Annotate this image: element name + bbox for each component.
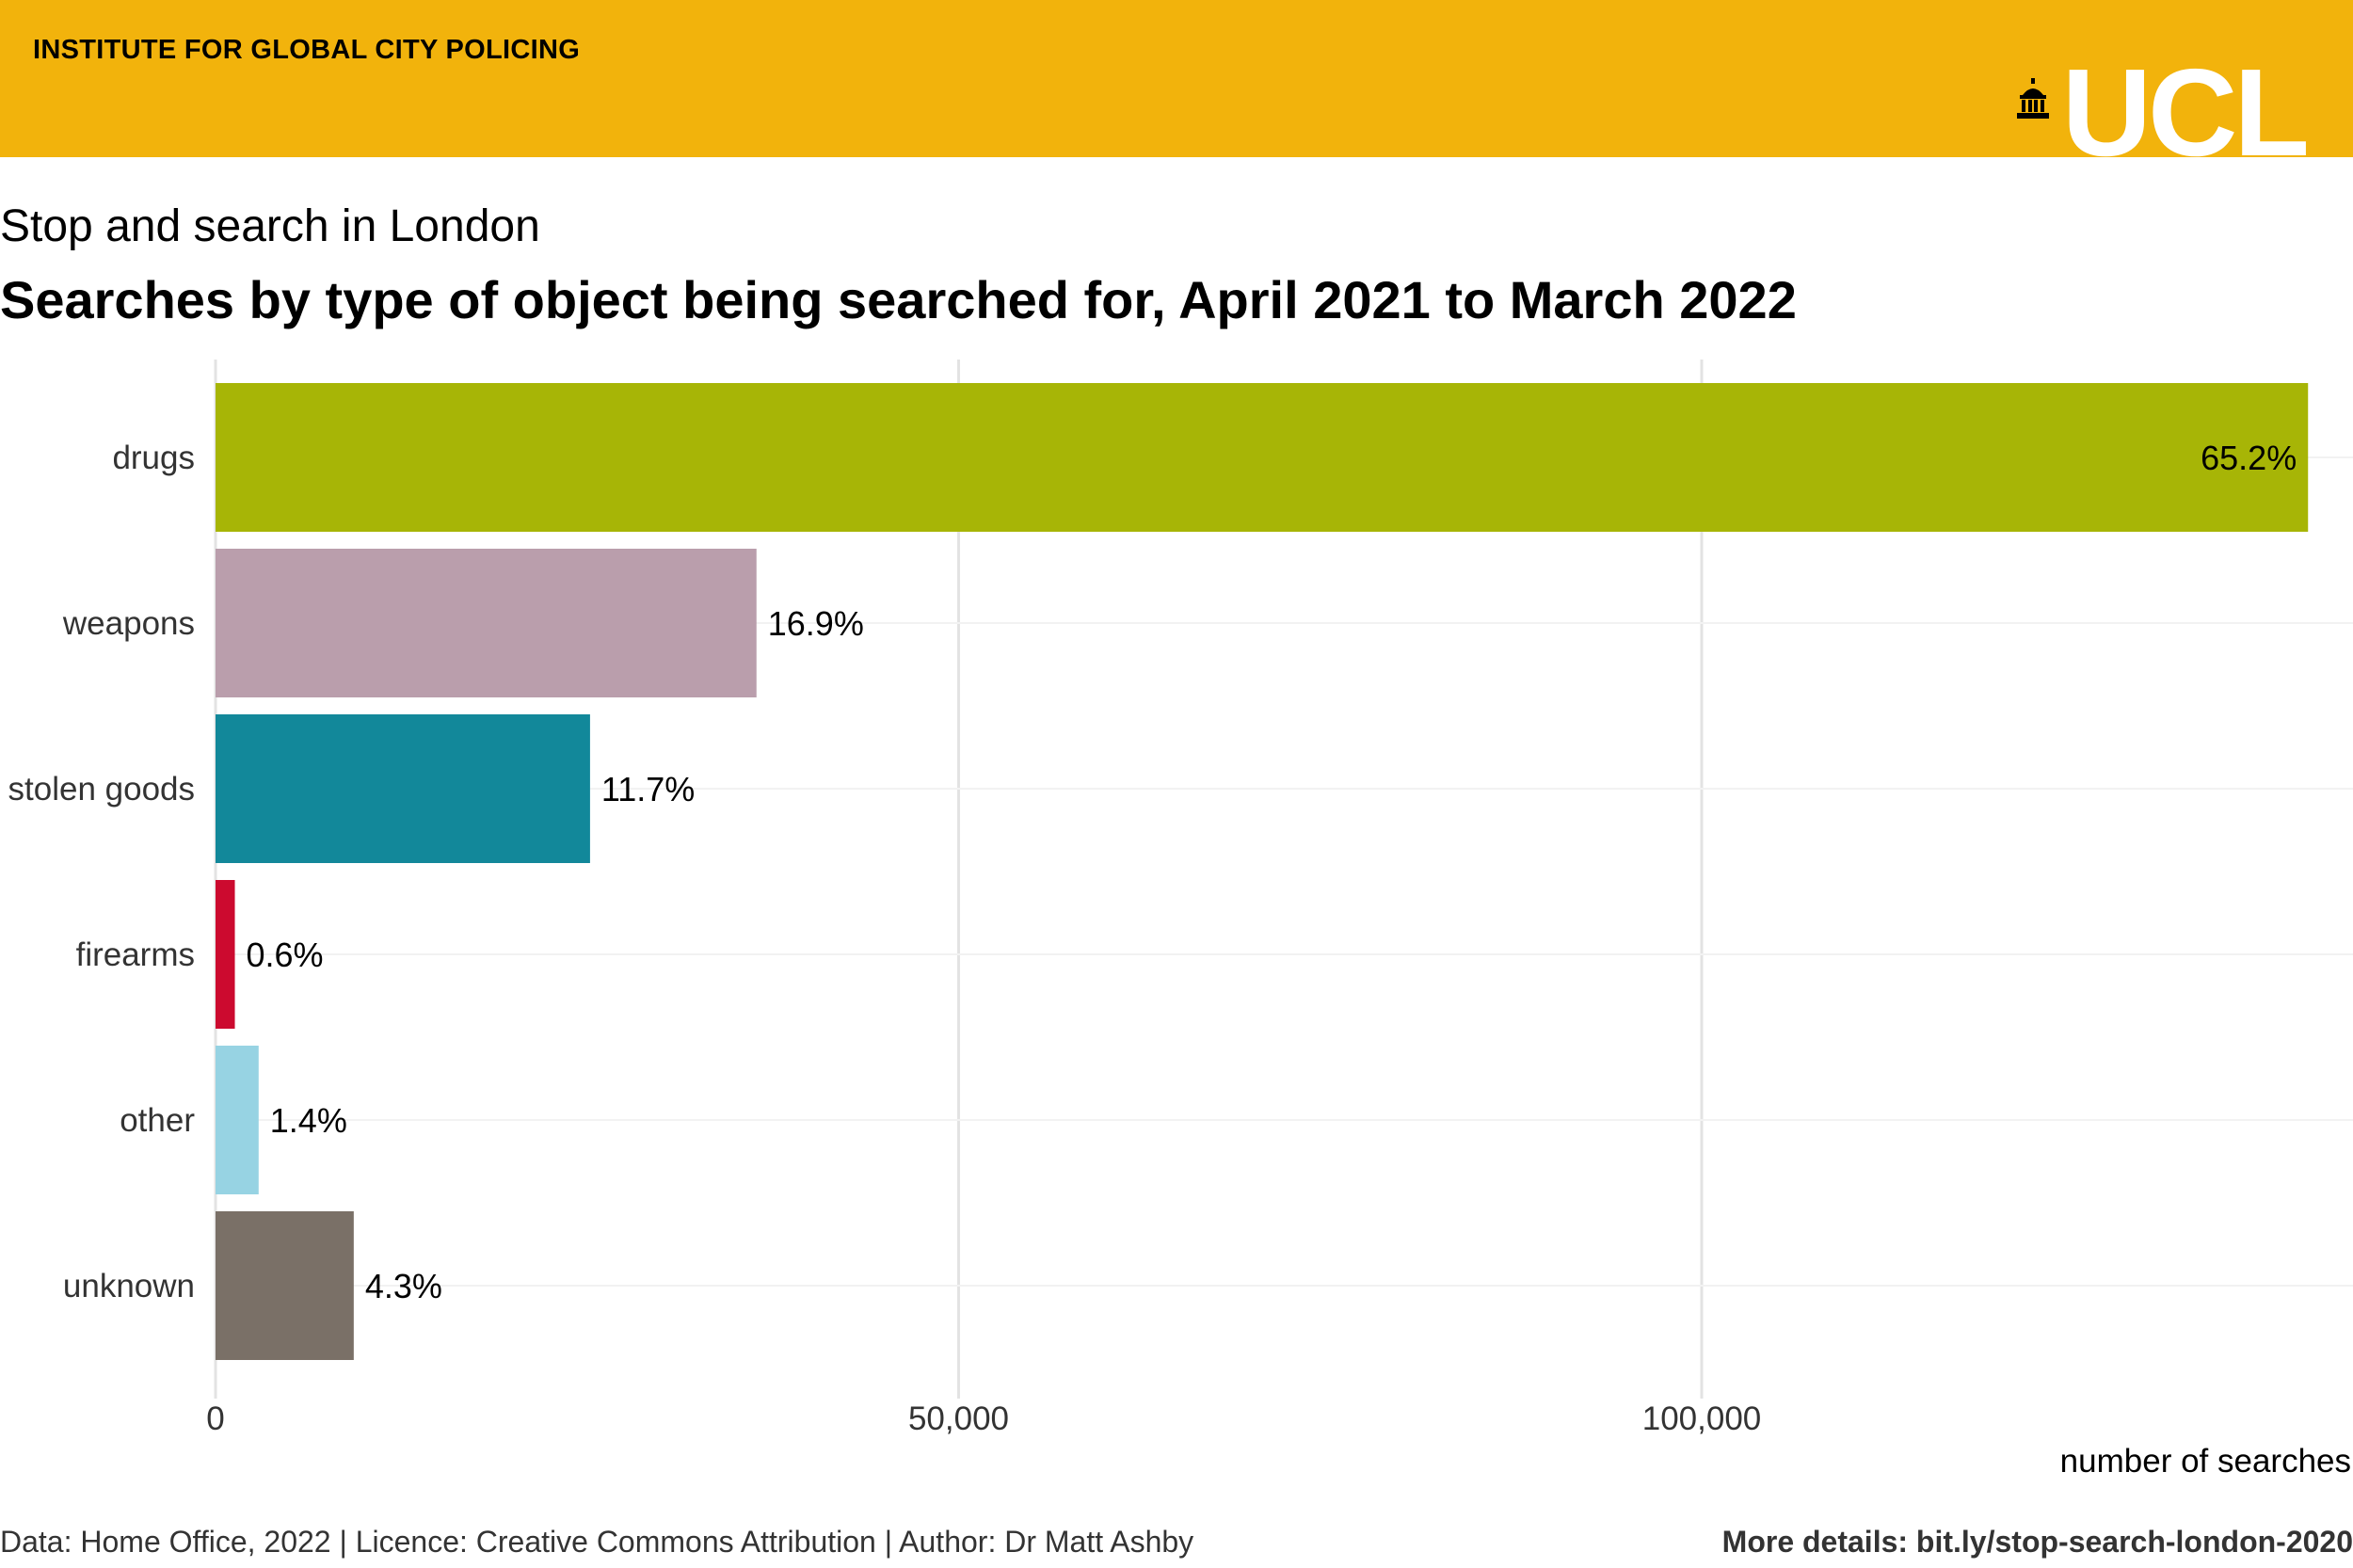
value-label-firearms: 0.6% (247, 936, 324, 974)
chart-subtitle: Stop and search in London (0, 201, 540, 251)
value-label-drugs: 65.2% (2201, 439, 2297, 477)
bar-other (216, 1046, 259, 1194)
bar-weapons (216, 549, 757, 697)
organisation-name: INSTITUTE FOR GLOBAL CITY POLICING (33, 35, 581, 65)
ucl-portico-dome-icon (2016, 78, 2049, 119)
bar-unknown (216, 1211, 354, 1360)
bar-firearms (216, 880, 235, 1029)
header-banner: INSTITUTE FOR GLOBAL CITY POLICING UCL (0, 0, 2353, 157)
value-label-stolen-goods: 11.7% (601, 770, 695, 808)
category-label-stolen-goods: stolen goods (8, 771, 195, 808)
value-label-unknown: 4.3% (365, 1267, 442, 1305)
x-tick-label-0: 0 (206, 1400, 224, 1437)
chart-title: Searches by type of object being searche… (0, 270, 1797, 329)
value-label-other: 1.4% (270, 1101, 347, 1140)
category-label-weapons: weapons (62, 605, 195, 642)
ucl-logo: UCL (2015, 68, 2306, 157)
category-label-unknown: unknown (63, 1268, 195, 1304)
category-label-other: other (120, 1102, 195, 1139)
ucl-logo-text: UCL (2061, 68, 2306, 157)
value-label-weapons: 16.9% (768, 604, 864, 643)
footer-credits: Data: Home Office, 2022 | Licence: Creat… (0, 1525, 1194, 1559)
x-axis-title: number of searches (2060, 1443, 2351, 1478)
x-tick-label-1: 50,000 (908, 1400, 1009, 1437)
x-tick-label-2: 100,000 (1642, 1400, 1762, 1437)
bar-chart: drugs 65.2% weapons 16.9% stolen goods 11.7% f… (8, 360, 2353, 1478)
bar-stolen-goods (216, 714, 590, 863)
footer-more-details-link[interactable]: More details: bit.ly/stop-search-london-… (1721, 1525, 2353, 1559)
category-label-firearms: firearms (76, 936, 195, 973)
category-label-drugs: drugs (112, 440, 195, 476)
bar-drugs (216, 383, 2309, 532)
